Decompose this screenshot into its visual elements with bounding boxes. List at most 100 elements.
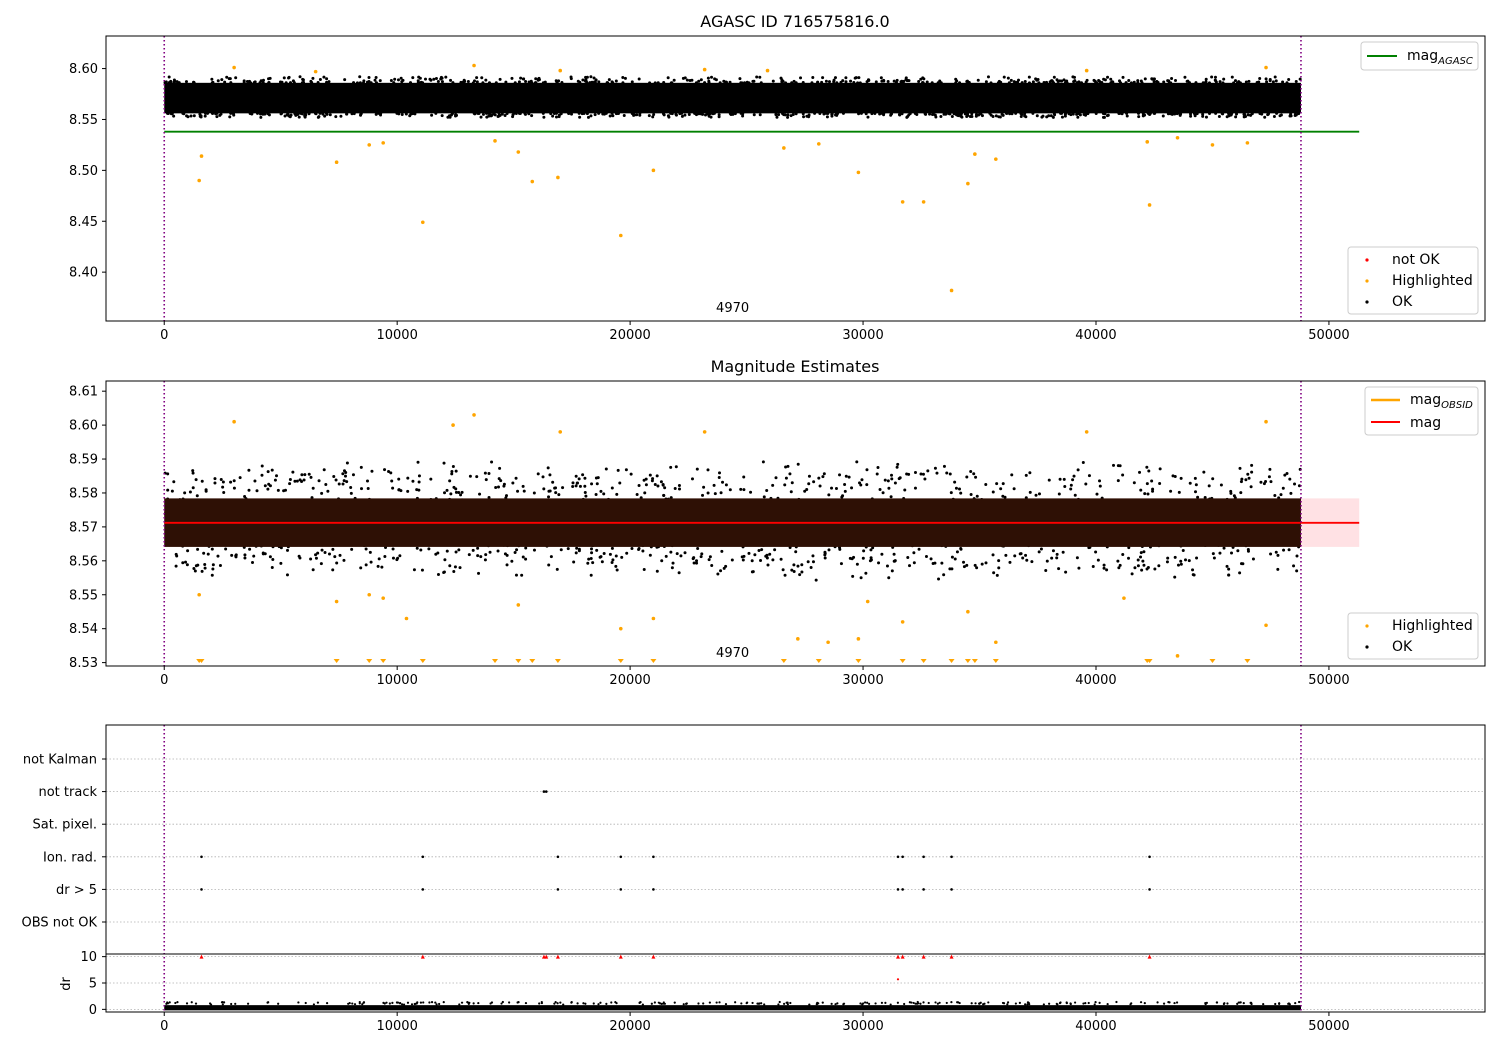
ok-point <box>1298 77 1302 81</box>
ok-point <box>524 79 528 83</box>
ok-point <box>832 80 836 84</box>
ok-point <box>806 560 810 564</box>
ok-point <box>833 76 837 80</box>
dr-capped-marker <box>544 954 549 959</box>
ok-point <box>359 465 363 469</box>
ok-point <box>695 467 699 471</box>
ok-point <box>1136 564 1140 568</box>
ok-point <box>352 81 356 85</box>
ok-point <box>1179 476 1183 480</box>
ok-point <box>316 551 320 555</box>
dr-point <box>1167 1000 1170 1004</box>
ok-point <box>1273 493 1277 497</box>
ok-point <box>442 570 446 574</box>
dr-point <box>234 1002 237 1005</box>
ok-point <box>1025 558 1029 562</box>
ok-point <box>182 112 186 116</box>
ok-point <box>864 571 868 575</box>
ok-point <box>282 76 286 80</box>
dr-tick-label: 10 <box>80 950 97 965</box>
ok-point <box>411 76 415 80</box>
ok-point <box>497 477 501 481</box>
ok-point <box>781 112 785 116</box>
ok-point <box>561 486 565 490</box>
dr-point <box>1139 1001 1143 1004</box>
ok-point <box>677 487 681 491</box>
ok-point <box>1239 562 1243 566</box>
ok-point <box>771 558 775 562</box>
dr-point <box>641 1003 644 1006</box>
x-tick-label: 50000 <box>1308 328 1349 343</box>
ok-point <box>771 483 775 487</box>
dr-point <box>842 1003 845 1006</box>
ok-point <box>291 470 295 474</box>
ok-point <box>1058 79 1062 83</box>
ok-point <box>1139 488 1143 492</box>
ok-point <box>714 78 718 82</box>
ok-point <box>1162 80 1166 84</box>
ok-point <box>724 483 728 487</box>
ok-point <box>210 81 214 85</box>
y-tick-label: 8.53 <box>69 656 98 671</box>
ok-point <box>880 552 884 556</box>
dr-point <box>778 1000 781 1004</box>
ok-point <box>557 115 561 119</box>
ok-point <box>1204 77 1208 81</box>
ok-point <box>669 465 673 469</box>
ok-point <box>575 481 579 485</box>
ok-point <box>577 477 581 481</box>
ok-point <box>288 482 292 486</box>
ok-point <box>779 76 783 80</box>
ok-point <box>458 566 462 570</box>
ok-point <box>1238 571 1242 575</box>
ok-point <box>1258 77 1262 81</box>
ok-point <box>859 576 863 580</box>
ok-point <box>1012 80 1016 84</box>
ok-point <box>1176 563 1180 567</box>
legend-label-ok-2: OK <box>1392 639 1413 655</box>
ok-point <box>364 563 368 567</box>
ok-point <box>892 552 896 556</box>
ok-point <box>542 115 546 119</box>
ok-point <box>218 113 222 117</box>
ok-point <box>857 112 861 116</box>
ok-point <box>1150 77 1154 81</box>
dr-point <box>673 1001 676 1004</box>
ok-point <box>1092 78 1096 82</box>
ok-point <box>223 80 227 84</box>
ok-point <box>1249 485 1253 489</box>
dr-point <box>458 1003 461 1006</box>
ok-point <box>1189 112 1193 116</box>
ok-point <box>662 80 666 84</box>
dr-point <box>277 1002 280 1005</box>
dr-point <box>490 1001 494 1004</box>
ok-point <box>303 112 307 116</box>
ok-point <box>962 560 966 564</box>
ok-point <box>1112 463 1116 467</box>
highlighted-point <box>420 220 425 225</box>
ok-point <box>1247 79 1251 83</box>
dr-point <box>789 1001 792 1005</box>
ok-point <box>260 464 264 468</box>
ok-point <box>796 564 800 568</box>
ok-point <box>450 470 454 474</box>
ok-point <box>739 81 743 85</box>
ok-point <box>912 551 916 555</box>
ok-point <box>861 556 865 560</box>
ok-point <box>604 111 608 115</box>
ok-point <box>417 480 421 484</box>
ok-point <box>841 111 845 115</box>
ok-point <box>200 569 204 573</box>
dr-point <box>316 1001 320 1004</box>
ok-point <box>175 80 179 84</box>
ok-point <box>1292 564 1296 568</box>
ok-point <box>989 81 993 85</box>
ok-point <box>452 570 456 574</box>
ok-point <box>992 571 996 575</box>
ok-point <box>373 78 377 82</box>
ok-point <box>1020 81 1024 85</box>
ok-point <box>1027 81 1031 85</box>
ok-point <box>659 480 663 484</box>
ok-point <box>975 494 979 498</box>
